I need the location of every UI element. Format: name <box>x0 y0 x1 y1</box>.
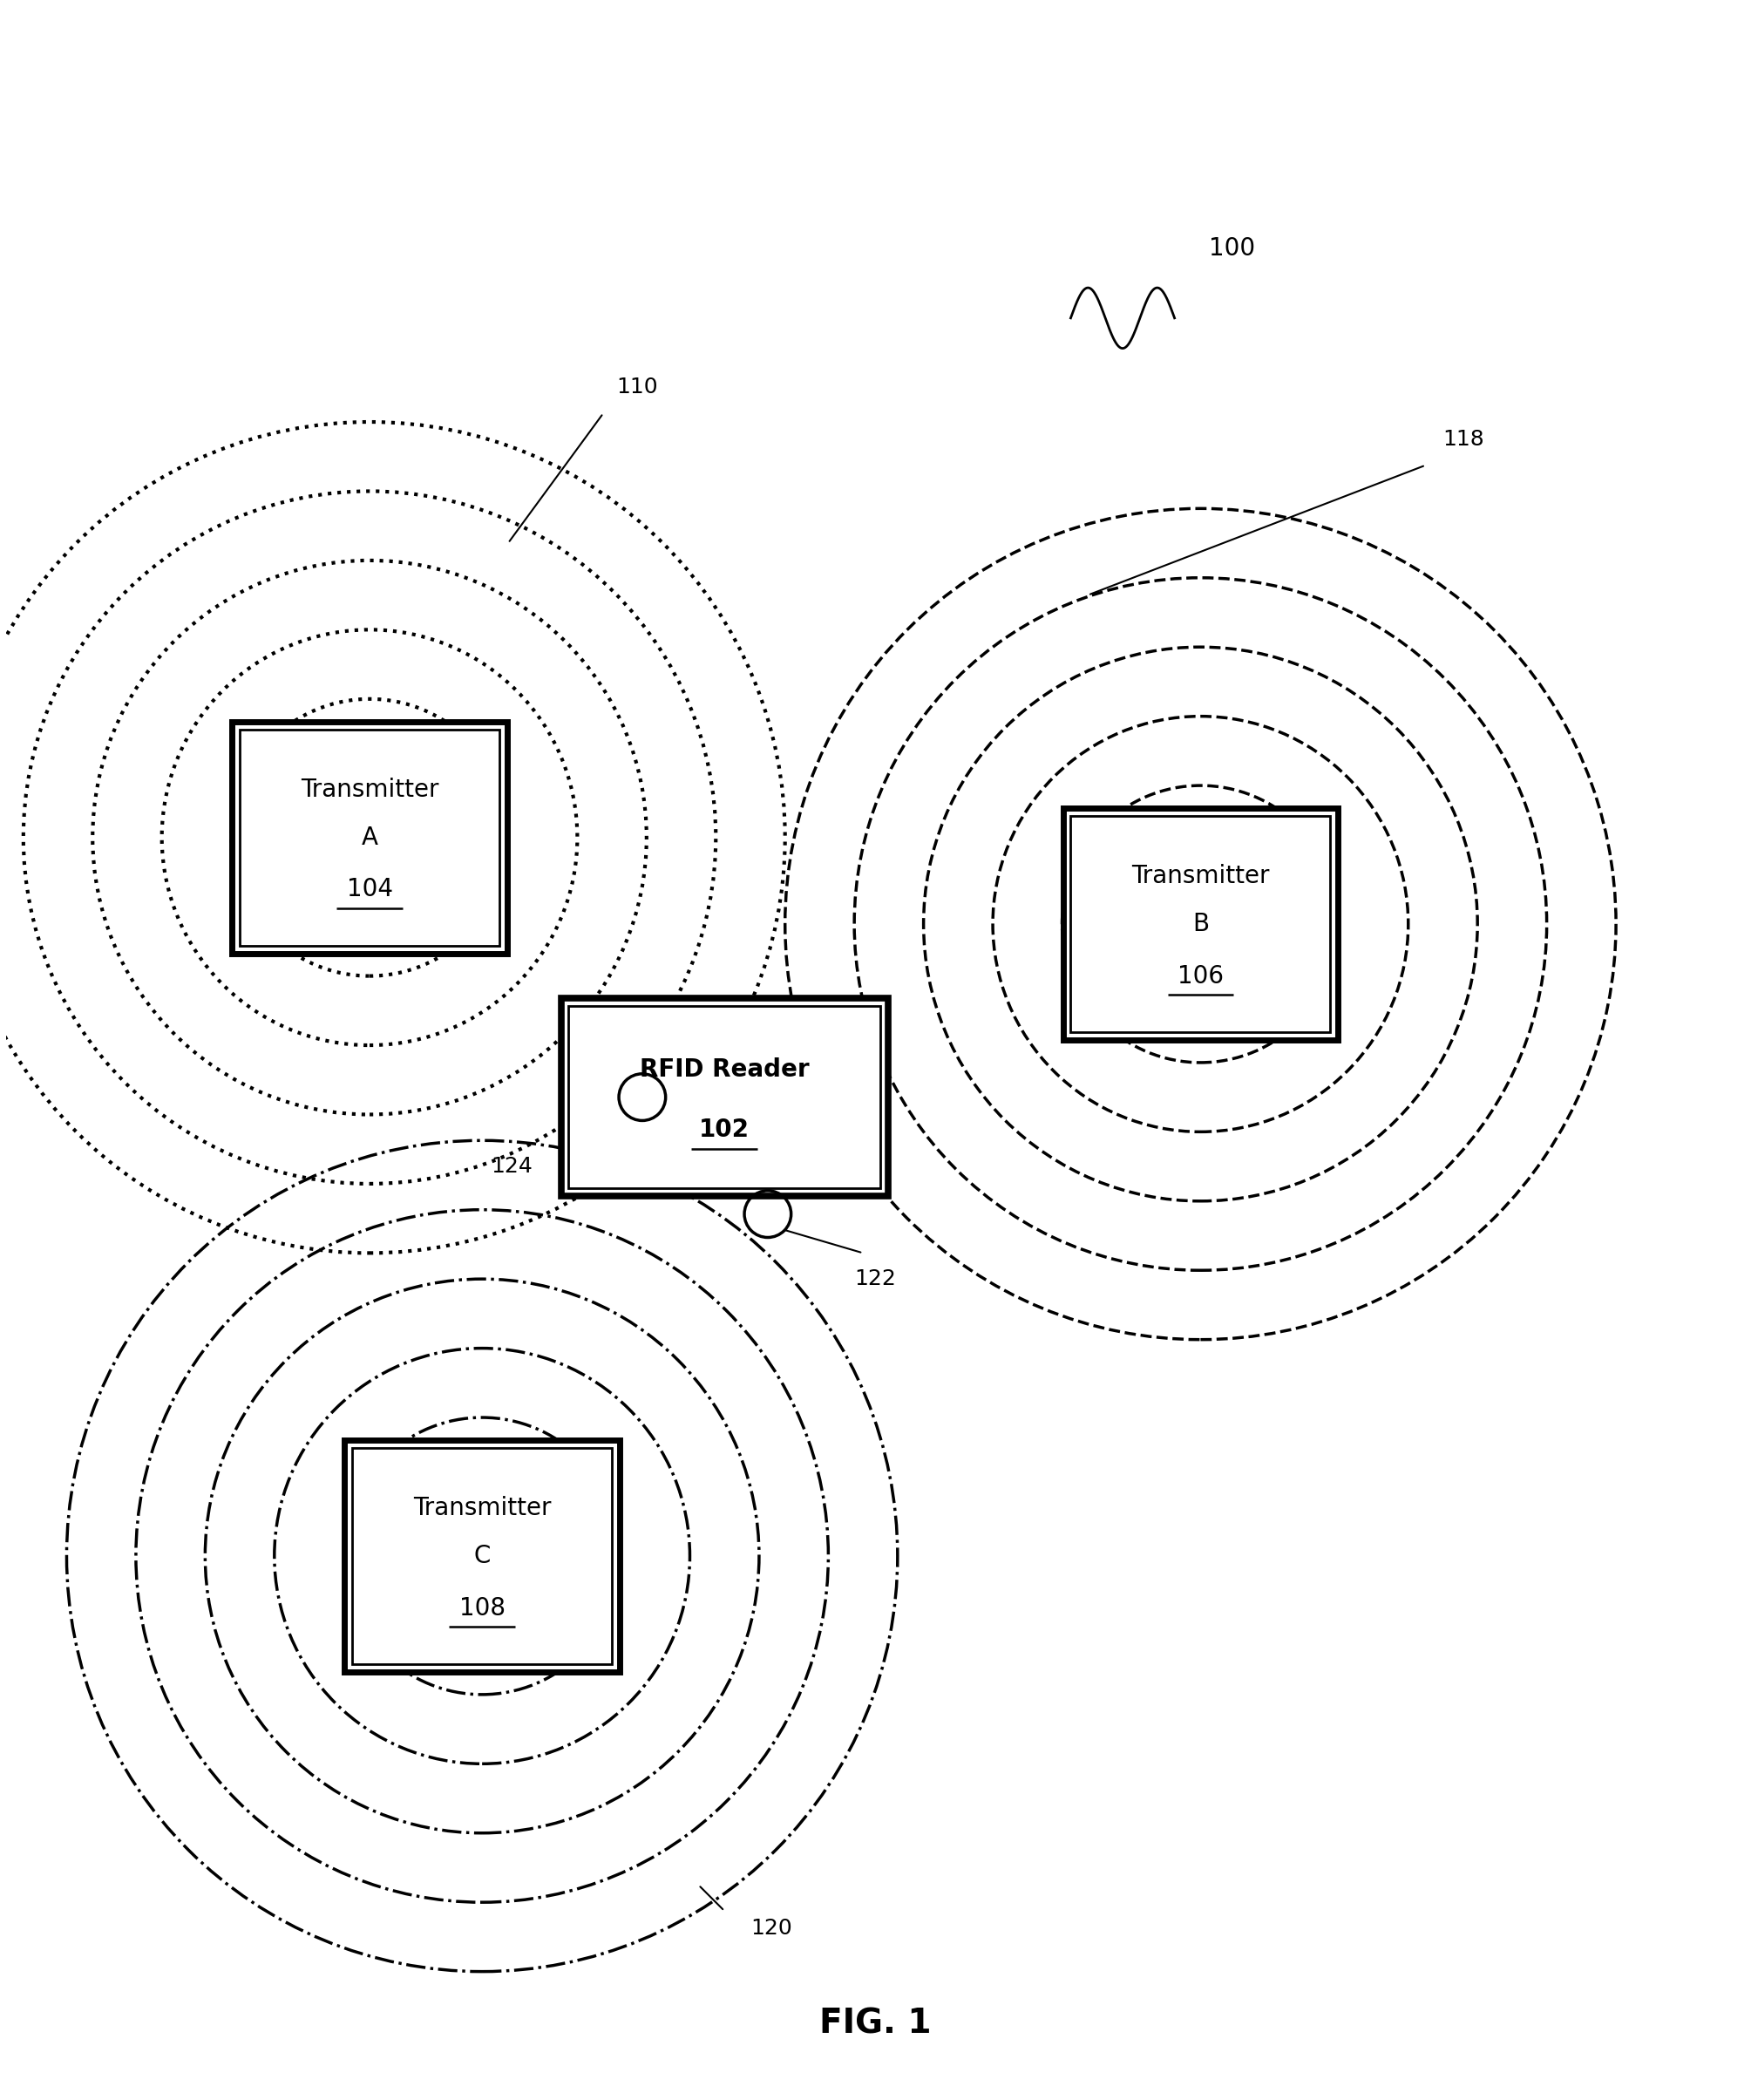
Bar <box>231 722 508 953</box>
Text: Transmitter: Transmitter <box>1131 865 1269 888</box>
Text: 104: 104 <box>347 878 392 901</box>
Bar <box>1070 815 1331 1033</box>
Text: C: C <box>475 1544 490 1569</box>
Bar <box>560 997 888 1195</box>
Bar <box>1063 809 1338 1040</box>
Text: B: B <box>1192 911 1208 937</box>
Bar <box>345 1441 620 1672</box>
Bar <box>569 1006 881 1189</box>
Text: 110: 110 <box>616 376 658 397</box>
Text: 100: 100 <box>1210 237 1255 260</box>
Bar <box>352 1447 611 1663</box>
Text: 102: 102 <box>699 1117 749 1142</box>
Text: 118: 118 <box>1443 428 1485 449</box>
Text: 122: 122 <box>854 1268 897 1289</box>
Text: RFID Reader: RFID Reader <box>639 1056 809 1082</box>
Text: 124: 124 <box>490 1155 532 1176</box>
Text: Transmitter: Transmitter <box>413 1495 552 1520</box>
Bar <box>240 729 499 945</box>
Text: 108: 108 <box>459 1596 506 1621</box>
Text: 120: 120 <box>751 1917 791 1938</box>
Text: 106: 106 <box>1177 964 1224 989</box>
Text: A: A <box>361 825 378 851</box>
Text: FIG. 1: FIG. 1 <box>819 2008 932 2039</box>
Text: Transmitter: Transmitter <box>301 777 440 802</box>
